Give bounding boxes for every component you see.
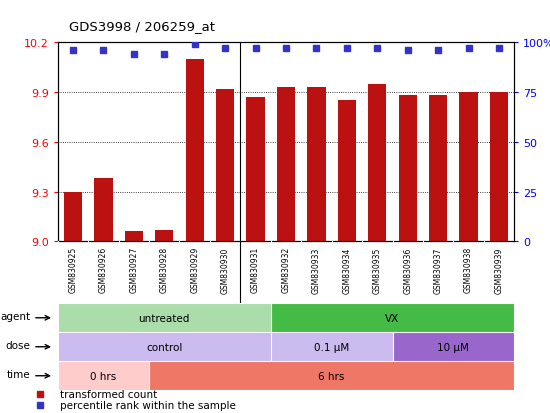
Bar [307,88,326,242]
Text: 6 hrs: 6 hrs [318,371,345,381]
Bar [338,101,356,242]
Text: GDS3998 / 206259_at: GDS3998 / 206259_at [69,20,214,33]
Text: control: control [146,342,183,352]
Bar [429,96,447,242]
Text: time: time [7,369,30,380]
Text: GSM830930: GSM830930 [221,247,230,293]
Text: GSM830937: GSM830937 [433,247,443,293]
Text: VX: VX [386,313,400,323]
Text: agent: agent [0,311,30,322]
Bar [368,85,387,242]
Text: 10 μM: 10 μM [437,342,469,352]
Text: GSM830934: GSM830934 [342,247,351,293]
Text: 0 hrs: 0 hrs [90,371,117,381]
Bar [490,93,508,242]
Text: GSM830932: GSM830932 [282,247,290,293]
Bar [155,230,173,242]
Bar [64,192,82,242]
Text: GSM830928: GSM830928 [160,247,169,292]
Text: GSM830939: GSM830939 [494,247,504,293]
Text: untreated: untreated [139,313,190,323]
Text: GSM830927: GSM830927 [129,247,139,293]
Text: 0.1 μM: 0.1 μM [314,342,349,352]
Text: GSM830935: GSM830935 [373,247,382,293]
Bar [459,93,478,242]
Bar [399,96,417,242]
Bar [125,232,143,242]
Bar [185,60,204,242]
Bar [216,90,234,242]
Text: GSM830933: GSM830933 [312,247,321,293]
Text: GSM830931: GSM830931 [251,247,260,293]
Text: GSM830938: GSM830938 [464,247,473,293]
Bar [94,179,113,242]
Text: GSM830926: GSM830926 [99,247,108,293]
Text: GSM830925: GSM830925 [68,247,78,293]
Text: GSM830929: GSM830929 [190,247,199,293]
Bar [246,98,265,242]
Text: dose: dose [6,340,30,351]
Text: transformed count: transformed count [60,389,157,399]
Text: GSM830936: GSM830936 [403,247,412,293]
Bar [277,88,295,242]
Text: percentile rank within the sample: percentile rank within the sample [60,400,235,411]
